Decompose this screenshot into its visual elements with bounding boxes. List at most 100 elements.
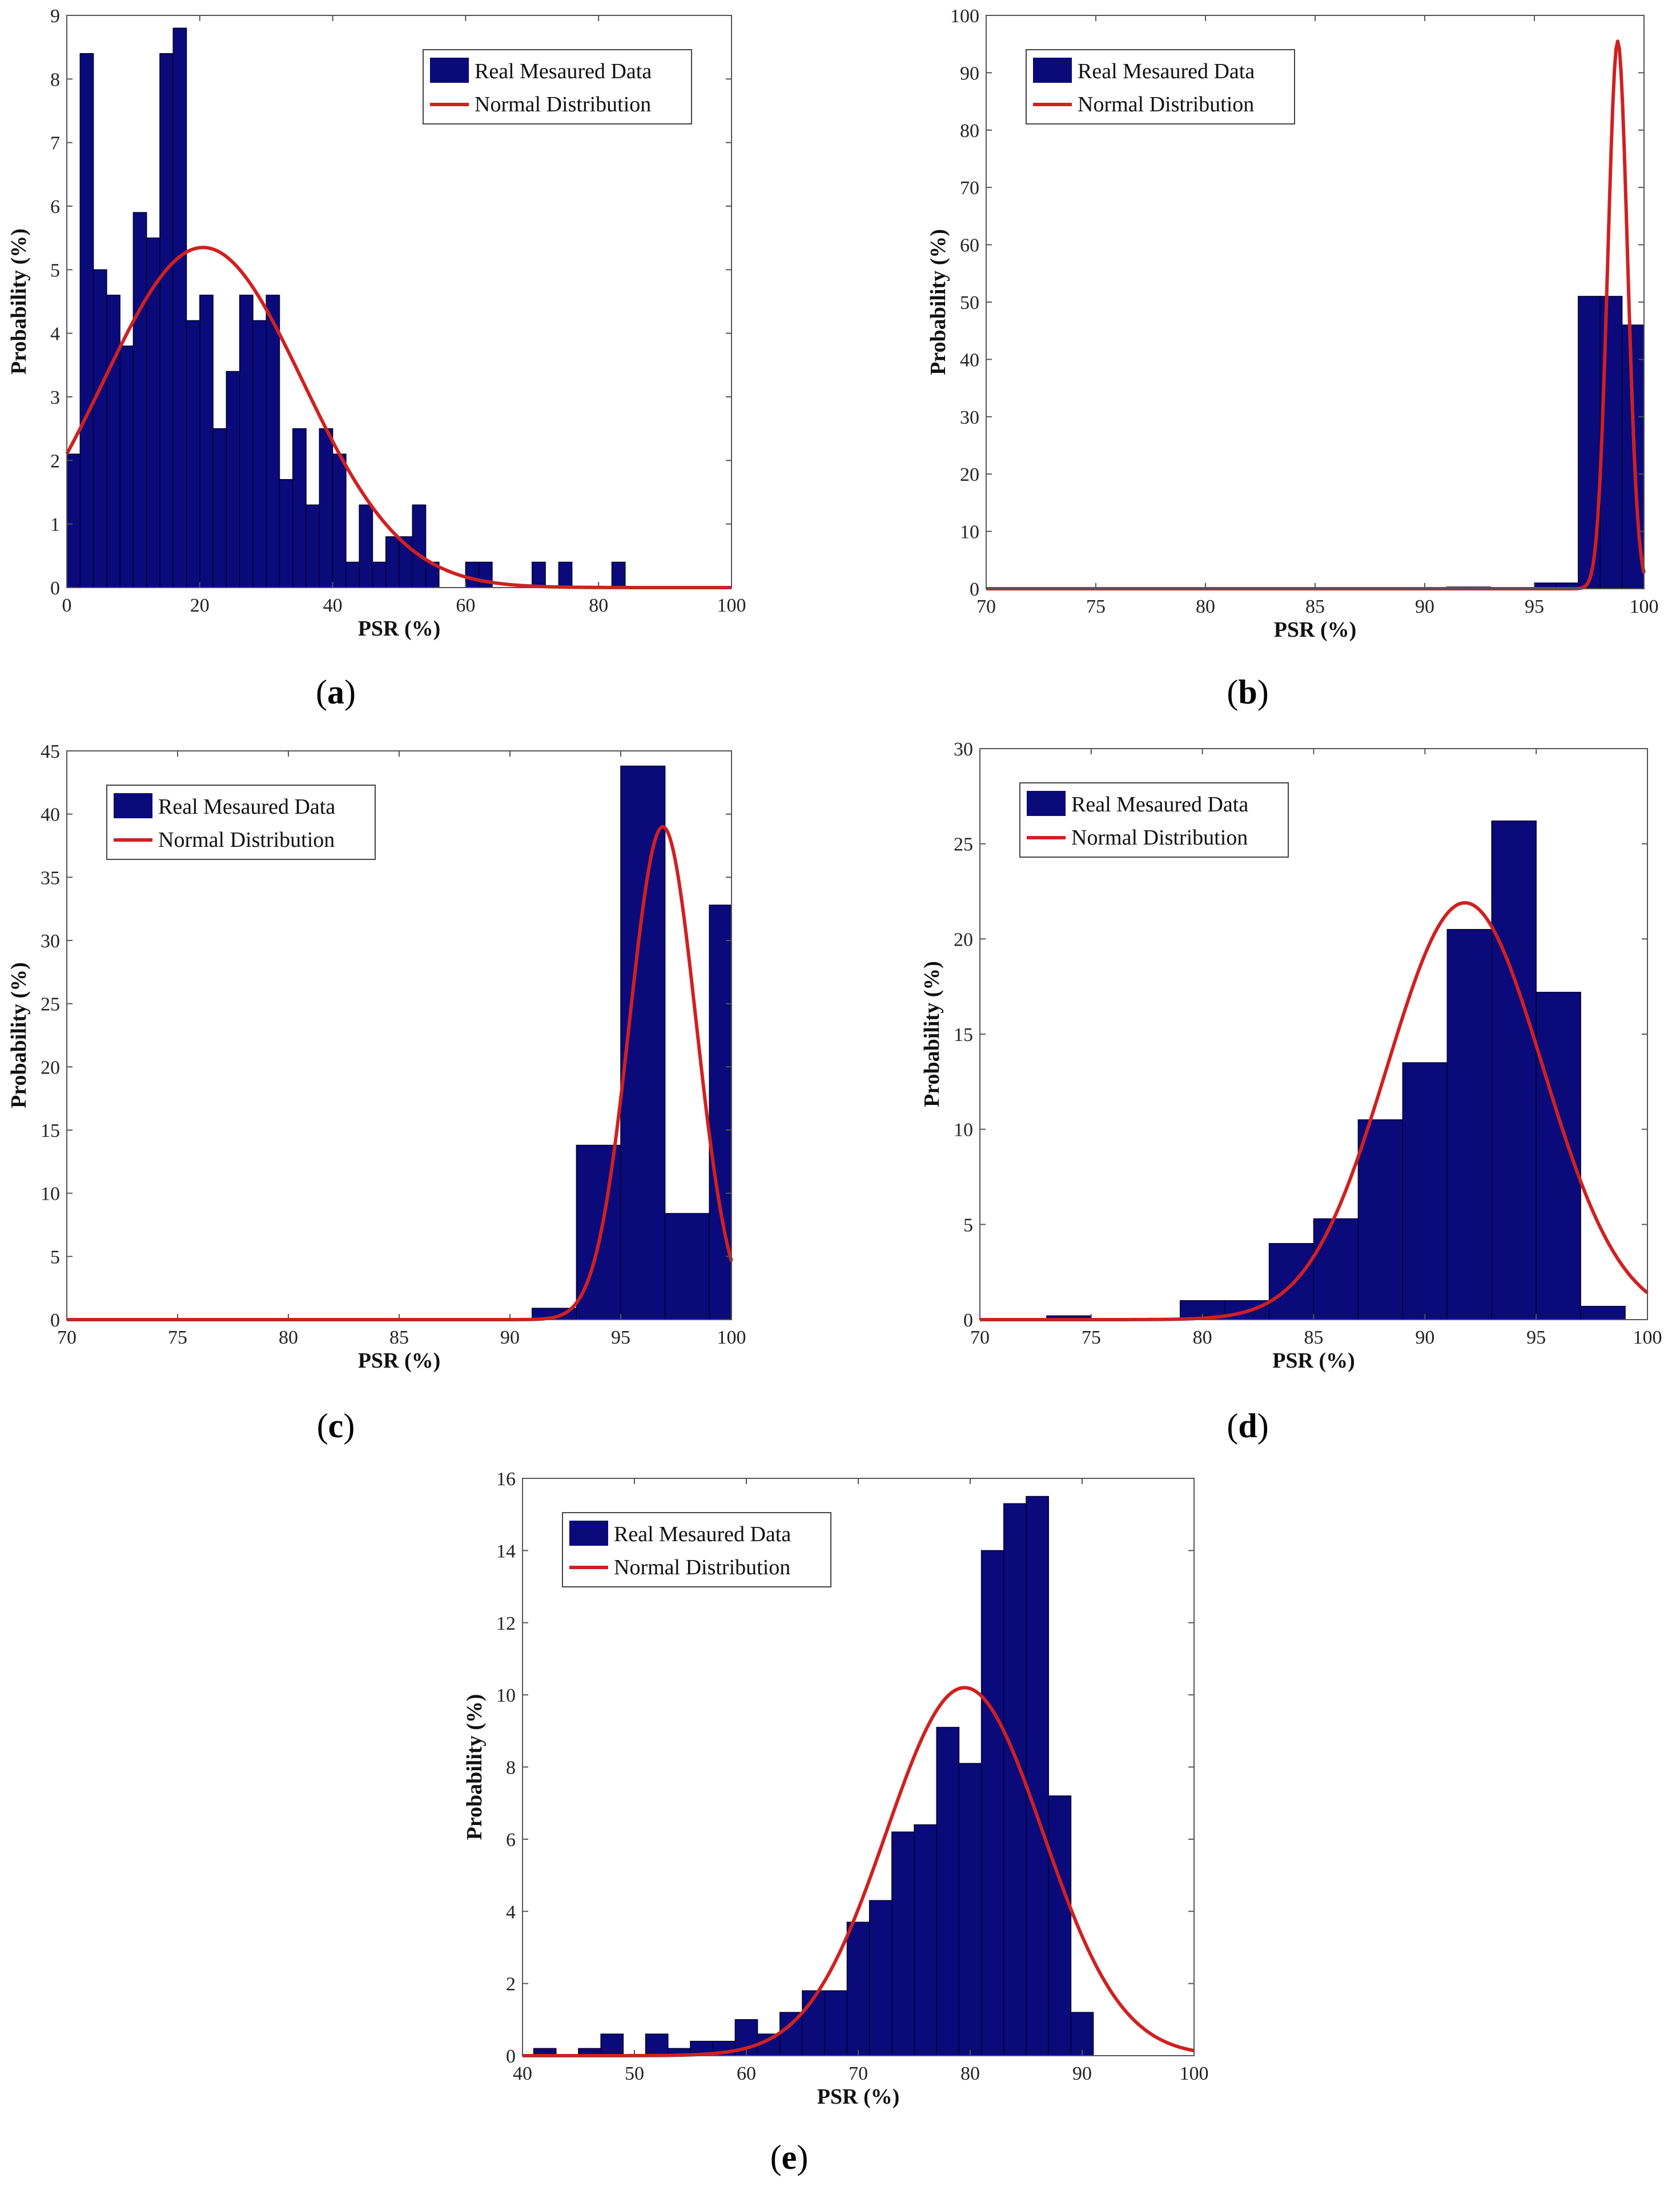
legend: Real Mesaured Data Normal Distribution xyxy=(1026,49,1295,124)
legend: Real Mesaured Data Normal Distribution xyxy=(562,1512,831,1587)
histogram-bar xyxy=(980,1550,1004,2056)
panel-caption-letter: c xyxy=(328,1407,344,1445)
legend-bar-label: Real Mesaured Data xyxy=(614,1522,791,1546)
panel-caption-letter: e xyxy=(782,2138,797,2176)
histogram-bar xyxy=(958,1763,982,2056)
histogram-bar xyxy=(252,320,267,588)
legend-line-label: Normal Distribution xyxy=(614,1555,790,1579)
x-tick-label: 90 xyxy=(1072,2063,1092,2084)
y-tick-label: 4 xyxy=(506,1902,516,1923)
histogram-bar xyxy=(1536,991,1581,1320)
y-tick-label: 15 xyxy=(954,1024,973,1046)
y-axis-label: Probability (%) xyxy=(926,229,950,375)
legend-line-label: Normal Distribution xyxy=(158,828,335,852)
histogram-bar xyxy=(412,504,427,588)
histogram-bar xyxy=(239,295,254,588)
panel-caption: (c) xyxy=(317,1407,355,1445)
y-tick-label: 3 xyxy=(50,387,60,408)
chart-panel-e: 40 50 60 70 80 90 100 0 2 4 6 8 10 12 14 16 PSR (%) Proba… xyxy=(463,1469,1209,2176)
histogram-bar xyxy=(79,53,94,588)
histogram-bar xyxy=(1313,1218,1359,1320)
histogram-bar xyxy=(914,1824,937,2056)
x-tick-label: 0 xyxy=(62,595,72,616)
histogram-bar xyxy=(132,212,147,588)
x-tick-label: 70 xyxy=(970,1327,990,1348)
x-tick-label: 40 xyxy=(323,595,343,616)
y-tick-label: 25 xyxy=(954,834,973,855)
histogram-bar xyxy=(66,453,81,588)
y-tick-label: 25 xyxy=(41,994,60,1015)
histogram-bar xyxy=(306,504,320,588)
histogram-bar xyxy=(292,428,307,588)
chart-panel-a: 0 20 40 60 80 100 0 1 2 3 4 5 6 7 8 9 PSR (%) Probability… xyxy=(7,6,746,711)
x-tick-label: 100 xyxy=(1630,596,1659,617)
y-tick-label: 6 xyxy=(506,1830,516,1851)
histogram-bar xyxy=(1268,1243,1315,1320)
legend-bar-swatch xyxy=(114,793,152,818)
y-tick-label: 30 xyxy=(41,931,60,952)
y-tick-label: 12 xyxy=(496,1613,516,1634)
y-tick-label: 100 xyxy=(950,6,979,27)
histogram-bar xyxy=(1026,1496,1049,2056)
histogram-bar xyxy=(869,1900,893,2056)
histogram-bar xyxy=(186,320,200,588)
x-tick-label: 100 xyxy=(717,595,746,616)
histogram-bar xyxy=(172,27,187,588)
x-tick-label: 85 xyxy=(1304,1327,1324,1348)
legend-line-label: Normal Distribution xyxy=(475,93,651,116)
histogram-bar xyxy=(1357,1119,1404,1320)
y-tick-label: 30 xyxy=(954,739,973,760)
y-tick-label: 80 xyxy=(960,120,979,142)
y-tick-label: 8 xyxy=(506,1758,516,1779)
x-tick-label: 95 xyxy=(611,1327,630,1348)
y-tick-label: 10 xyxy=(954,1120,973,1141)
y-tick-label: 2 xyxy=(50,451,60,472)
histogram-bar xyxy=(664,1213,710,1320)
y-tick-label: 20 xyxy=(41,1057,60,1078)
y-tick-label: 0 xyxy=(50,1310,60,1331)
x-tick-label: 90 xyxy=(500,1327,520,1348)
legend: Real Mesaured Data Normal Distribution xyxy=(106,785,376,860)
x-tick-label: 90 xyxy=(1415,596,1434,617)
histogram-bar xyxy=(611,561,626,588)
y-tick-label: 4 xyxy=(50,324,60,345)
panel-caption: (a) xyxy=(316,673,356,711)
x-tick-label: 70 xyxy=(849,2063,868,2084)
histogram-bar xyxy=(824,1990,848,2056)
y-tick-label: 10 xyxy=(41,1184,60,1205)
histogram-bar xyxy=(93,269,107,588)
histogram-bar xyxy=(359,504,373,588)
y-tick-label: 90 xyxy=(960,63,979,84)
y-tick-label: 40 xyxy=(960,349,979,371)
histogram-bar xyxy=(936,1727,960,2056)
panel-caption-letter: b xyxy=(1238,673,1257,711)
histogram-bar xyxy=(846,1921,870,2056)
y-tick-label: 70 xyxy=(960,178,979,199)
histogram-bar xyxy=(600,2033,624,2056)
y-tick-label: 10 xyxy=(496,1685,516,1706)
y-axis-label: Probability (%) xyxy=(7,962,31,1108)
histogram-bar xyxy=(645,2033,669,2056)
y-tick-label: 9 xyxy=(50,6,60,27)
x-axis-label: PSR (%) xyxy=(817,2085,900,2109)
y-tick-label: 0 xyxy=(50,578,60,599)
y-axis-label: Probability (%) xyxy=(920,961,944,1107)
x-axis-label: PSR (%) xyxy=(358,1349,441,1373)
y-tick-label: 10 xyxy=(960,522,979,543)
x-tick-label: 75 xyxy=(1086,596,1106,617)
histogram-bar xyxy=(1599,296,1623,589)
x-tick-label: 40 xyxy=(513,2063,532,2084)
histogram-bar xyxy=(891,1831,915,2056)
y-tick-label: 5 xyxy=(963,1215,973,1236)
y-tick-label: 20 xyxy=(954,929,973,950)
y-tick-label: 0 xyxy=(963,1310,973,1331)
x-tick-label: 80 xyxy=(1193,1327,1212,1348)
y-tick-label: 16 xyxy=(496,1469,516,1490)
histogram-bar xyxy=(709,904,732,1320)
histogram-bar xyxy=(199,295,214,588)
y-tick-label: 14 xyxy=(496,1541,516,1562)
x-tick-label: 60 xyxy=(737,2063,756,2084)
x-axis-label: PSR (%) xyxy=(1274,618,1357,642)
x-tick-label: 100 xyxy=(717,1327,746,1348)
